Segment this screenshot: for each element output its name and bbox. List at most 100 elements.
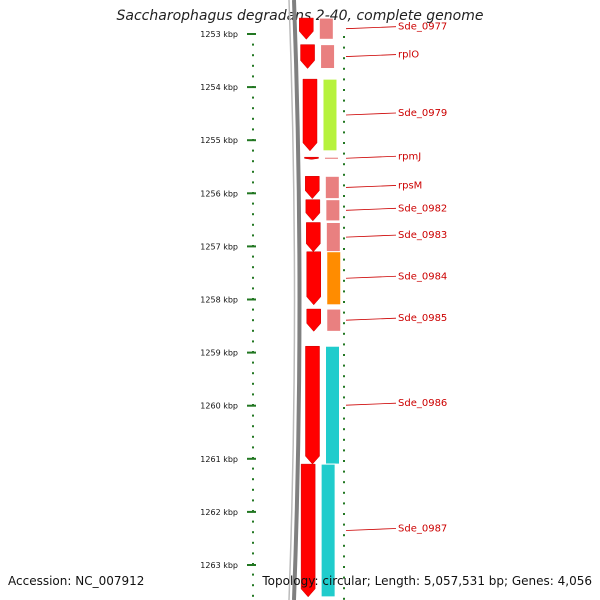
minor-tick-dot <box>252 43 254 46</box>
minor-tick-dot <box>343 226 345 229</box>
minor-tick-dot <box>252 573 254 576</box>
minor-tick-dot <box>252 170 254 173</box>
gene-label-leader <box>345 185 397 188</box>
minor-tick-dot <box>252 181 254 184</box>
minor-tick-dot <box>343 587 345 590</box>
gene-block <box>322 78 338 152</box>
accession-text: Accession: NC_007912 <box>8 574 145 588</box>
minor-tick-dot <box>343 46 345 49</box>
minor-tick-dot <box>252 404 254 406</box>
minor-tick-dot <box>343 301 345 303</box>
minor-tick-dot <box>252 266 254 269</box>
minor-tick-dot <box>252 393 254 396</box>
minor-tick-dot <box>343 36 345 38</box>
minor-tick-dot <box>343 120 345 123</box>
minor-tick-dot <box>343 343 345 346</box>
gene-block <box>323 156 339 160</box>
minor-tick-dot <box>252 478 254 481</box>
minor-tick-dot <box>252 531 254 534</box>
gene-label-leader <box>345 317 397 321</box>
minor-tick-dot <box>343 438 345 441</box>
gene-labels: Sde_0977 rplO Sde_0979 rpmJ rpsM Sde_0982 Sde_… <box>345 22 447 534</box>
gene-label-leader <box>345 275 397 279</box>
scale-tick-label: 1255 kbp <box>200 136 238 145</box>
minor-tick-dot <box>343 534 345 537</box>
minor-tick-dot <box>252 351 254 353</box>
minor-tick-dot <box>343 205 345 208</box>
minor-tick-dot <box>252 192 254 194</box>
gene-label-leader <box>345 112 397 116</box>
gene-label: Sde_0985 <box>398 313 447 324</box>
cds-arrow <box>305 345 320 465</box>
minor-tick-dot <box>343 67 345 70</box>
minor-tick-dot <box>252 308 254 311</box>
gene-label: rpsM <box>398 180 422 191</box>
gene-label: Sde_0983 <box>398 230 447 241</box>
scale-tick-label: 1258 kbp <box>200 296 238 305</box>
minor-tick-dot <box>343 89 345 91</box>
gene-label-leader <box>345 402 397 406</box>
scale-dots <box>252 33 345 600</box>
minor-tick-dot <box>343 290 345 293</box>
gene-block <box>325 199 341 222</box>
minor-tick-dot <box>252 234 254 237</box>
minor-tick-dot <box>252 149 254 152</box>
backbone-line <box>292 0 302 600</box>
minor-tick-dot <box>343 417 345 420</box>
minor-tick-dot <box>343 279 345 282</box>
gene-block <box>326 251 342 306</box>
gene-label: Sde_0977 <box>398 22 447 33</box>
minor-tick-dot <box>343 110 345 113</box>
minor-tick-dot <box>252 202 254 205</box>
minor-tick-dot <box>343 173 345 176</box>
minor-tick-dot <box>252 213 254 216</box>
gene-block <box>318 17 334 40</box>
gene-label: Sde_0987 <box>398 523 447 534</box>
minor-tick-dot <box>252 96 254 99</box>
minor-tick-dot <box>343 57 345 60</box>
minor-tick-dot <box>343 513 345 515</box>
minor-tick-dot <box>252 107 254 110</box>
gene-block <box>325 222 341 253</box>
minor-tick-dot <box>252 117 254 120</box>
minor-tick-dot <box>343 597 345 600</box>
minor-tick-dot <box>343 502 345 505</box>
gene-track <box>318 17 342 598</box>
minor-tick-dot <box>252 276 254 279</box>
cds-arrow <box>302 78 318 152</box>
cds-arrow <box>306 222 321 253</box>
minor-tick-dot <box>252 510 254 512</box>
minor-tick-dot <box>343 385 345 388</box>
gene-label-leader <box>345 234 397 238</box>
minor-tick-dot <box>252 563 254 565</box>
gene-label: rpmJ <box>398 151 421 162</box>
minor-tick-dot <box>252 329 254 332</box>
minor-tick-dot <box>252 340 254 343</box>
cds-arrow <box>305 176 320 199</box>
minor-tick-dot <box>252 382 254 385</box>
minor-tick-dot <box>343 311 345 314</box>
minor-tick-dot <box>343 364 345 367</box>
minor-tick-dot <box>343 407 345 409</box>
minor-tick-dot <box>252 446 254 449</box>
minor-tick-dot <box>343 396 345 399</box>
minor-tick-dot <box>252 457 254 459</box>
cds-arrow <box>306 251 321 306</box>
gene-label: Sde_0986 <box>398 398 447 409</box>
map-title: Saccharophagus degradans 2-40, complete … <box>116 8 484 24</box>
cds-track <box>299 17 322 598</box>
scale-tick-label: 1263 kbp <box>200 561 238 570</box>
scale-ticks: 1253 kbp 1254 kbp 1255 kbp 1256 kbp 1257 kbp… <box>200 30 256 570</box>
topology-text: Topology: circular; Length: 5,057,531 bp… <box>262 574 592 588</box>
minor-tick-dot <box>343 491 345 494</box>
scale-tick-label: 1261 kbp <box>200 455 238 464</box>
minor-tick-dot <box>343 131 345 134</box>
minor-tick-dot <box>343 184 345 187</box>
minor-tick-dot <box>252 435 254 438</box>
minor-tick-dot <box>343 99 345 102</box>
genome-backbone <box>288 0 302 600</box>
gene-label-leader <box>345 26 397 30</box>
minor-tick-dot <box>252 594 254 597</box>
